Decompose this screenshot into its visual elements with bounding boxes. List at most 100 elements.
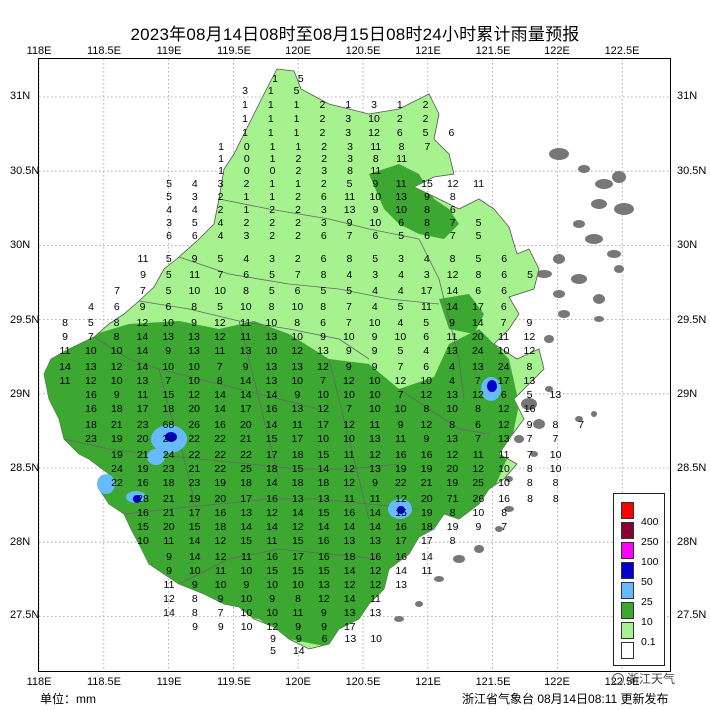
rainfall-value: 3 <box>269 253 275 265</box>
lon-tick: 122.5E <box>604 45 640 57</box>
rainfall-value: 1 <box>242 127 248 139</box>
rainfall-value: 12 <box>343 419 355 431</box>
rainfall-value: 20 <box>447 463 459 475</box>
rainfall-value: 5 <box>372 253 378 265</box>
lat-tick: 31N <box>10 90 31 102</box>
rainfall-value: 11 <box>369 419 380 431</box>
rainfall-value: 7 <box>218 607 224 619</box>
lon-tick: 118E <box>26 45 52 57</box>
rainfall-value-labels: 1 53 1 51 1 1 2 1 3 1 21 1 1 2 3 10 2 21 1 1 2 3 12 6 5 61 0 1 1 2 3 11… <box>59 73 584 657</box>
rainfall-value: 10 <box>241 593 253 605</box>
rainfall-value: 18 <box>318 477 330 489</box>
rainfall-map: 1 53 1 51 1 1 2 1 3 1 21 1 1 2 3 10 2 21 1 1 2 3 12 6 5 61 0 1 1 2 3 11… <box>38 59 670 671</box>
rainfall-value: 14 <box>446 301 458 313</box>
rainfall-value: 10 <box>291 375 303 387</box>
lon-tick: 122E <box>544 45 570 57</box>
legend-label: 0.1 <box>641 636 656 648</box>
rainfall-value: 14 <box>266 419 278 431</box>
rainfall-value: 11 <box>370 493 381 505</box>
rainfall-value: 9 <box>372 178 378 190</box>
rainfall-value: 8 <box>62 317 68 329</box>
rainfall-value: 15 <box>240 535 252 547</box>
island <box>591 199 607 209</box>
rainfall-value: 6 <box>397 127 403 139</box>
rainfall-value: 12 <box>343 463 355 475</box>
county-border-line <box>398 388 490 435</box>
lon-tick: 119E <box>156 45 182 57</box>
lat-tick: 29.5N <box>10 314 40 326</box>
rainfall-value: 3 <box>345 127 351 139</box>
rainfall-value: 5 <box>192 217 198 229</box>
rainfall-value: 12 <box>317 361 329 373</box>
rainfall-value: 16 <box>498 493 510 505</box>
rainfall-value: 10 <box>266 579 278 591</box>
rainfall-value: 12 <box>291 345 303 357</box>
rainfall-value: 10 <box>369 403 381 415</box>
rainfall-value: 15 <box>318 565 330 577</box>
rainfall-value: 13 <box>446 433 458 445</box>
rainfall-value: 9 <box>243 361 249 373</box>
rainfall-value: 14 <box>344 565 356 577</box>
rainfall-value: 21 <box>240 433 252 445</box>
legend-label: 250 <box>641 536 659 548</box>
offshore-islands <box>394 148 634 622</box>
rainfall-value: 4 <box>398 269 404 281</box>
county-border-line <box>218 198 420 240</box>
rainfall-value: 10 <box>343 433 355 445</box>
island <box>573 220 585 228</box>
rainfall-value: 5 <box>476 230 482 242</box>
county-border-line <box>178 548 380 585</box>
rainfall-value: 4 <box>192 178 198 190</box>
rainfall-value: 14 <box>59 361 71 373</box>
rainfall-value: 11 <box>344 493 355 505</box>
rainfall-value: 15 <box>395 507 407 519</box>
lon-tick: 121E <box>415 45 441 57</box>
rainfall-value: 8 <box>424 217 430 229</box>
rainfall-value: 14 <box>189 535 201 547</box>
rainfall-value: 10 <box>241 607 253 619</box>
rainfall-value: 12 <box>447 269 459 281</box>
rainfall-value: 17 <box>344 621 356 633</box>
rainfall-value: 22 <box>214 463 226 475</box>
rainfall-value: 4 <box>424 253 430 265</box>
lat-tick: 30.5N <box>677 165 707 177</box>
lon-tick: 118.5E <box>86 676 122 688</box>
rainfall-value: 1 <box>218 165 224 177</box>
weibo-logo-icon <box>612 672 624 685</box>
rainfall-value: 13 <box>266 375 278 387</box>
rainfall-value: 10 <box>240 301 252 313</box>
rainfall-value: 12 <box>343 477 355 489</box>
rainfall-value: 17 <box>189 507 201 519</box>
rainfall-value: 6 <box>501 269 507 281</box>
rainfall-value: 8 <box>424 204 430 216</box>
rainfall-value: 2 <box>397 113 403 125</box>
rainfall-value: 10 <box>189 285 201 297</box>
rainfall-value: 13 <box>292 403 304 415</box>
rainfall-value: 7 <box>346 317 352 329</box>
rainfall-value: 2 <box>218 191 224 203</box>
rainfall-value: 6 <box>501 285 507 297</box>
rainfall-value: 21 <box>163 507 175 519</box>
rainfall-value: 5 <box>294 85 300 97</box>
rainfall-value: 9 <box>527 419 533 431</box>
rainfall-value: 5 <box>217 301 223 313</box>
rainfall-value: 5 <box>269 285 275 297</box>
rainfall-value: 12 <box>344 579 356 591</box>
rainfall-value: 9 <box>372 361 378 373</box>
rainfall-value: 13 <box>370 607 382 619</box>
rainfall-value: 10 <box>317 433 329 445</box>
rainfall-value: 12 <box>447 178 459 190</box>
rainfall-value: 5 <box>88 317 94 329</box>
rainfall-value: 5 <box>527 269 533 281</box>
rainfall-value: 7 <box>578 419 584 431</box>
rainfall-value: 10 <box>368 113 380 125</box>
rainfall-value: 9 <box>218 593 224 605</box>
rainfall-value: 7 <box>475 433 481 445</box>
rainfall-value: 8 <box>450 507 456 519</box>
rainfall-value: 2 <box>321 153 327 165</box>
rainfall-value: 13 <box>162 331 174 343</box>
rainfall-value: 10 <box>162 361 174 373</box>
rainfall-value: 2 <box>295 217 301 229</box>
rainfall-value: 12 <box>292 521 304 533</box>
rainfall-value: 23 <box>163 463 175 475</box>
